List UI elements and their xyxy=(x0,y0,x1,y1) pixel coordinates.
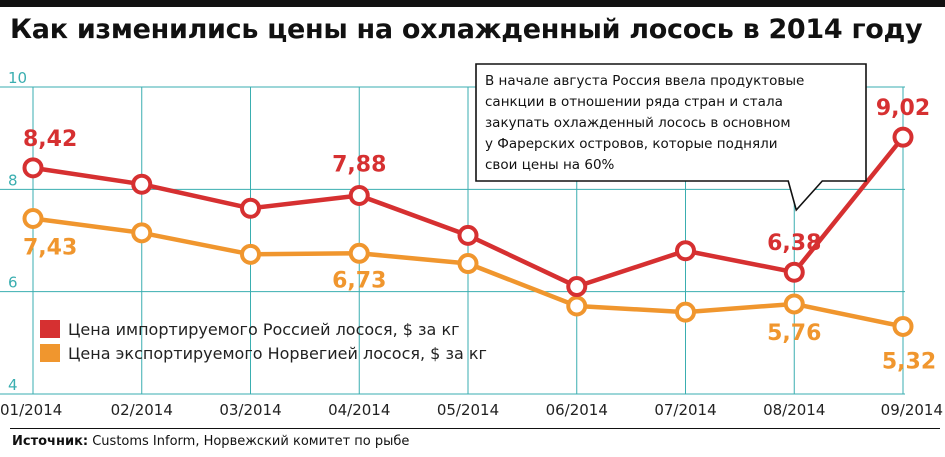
data-point xyxy=(348,184,370,206)
page-title: Как изменились цены на охлажденный лосос… xyxy=(10,14,923,45)
data-label: 7,43 xyxy=(23,235,77,260)
data-point xyxy=(675,240,696,262)
data-point xyxy=(22,157,44,179)
top-rule xyxy=(0,0,945,7)
data-point xyxy=(783,261,805,283)
data-point xyxy=(131,222,153,244)
x-tick-label: 02/2014 xyxy=(111,401,173,419)
data-label: 5,76 xyxy=(767,321,821,346)
data-point xyxy=(566,295,588,317)
data-point xyxy=(675,301,696,323)
legend: Цена импортируемого Россией лосося, $ за… xyxy=(40,320,487,363)
x-tick-label: 01/2014 xyxy=(0,401,62,419)
y-tick-label: 6 xyxy=(8,274,18,292)
data-point xyxy=(457,224,479,246)
x-tick-label: 09/2014 xyxy=(881,401,943,419)
data-labels: 8,42 7,88 6,38 9,02 7,43 6,73 5,76 5,32 xyxy=(23,96,936,374)
data-label: 5,32 xyxy=(882,349,936,374)
data-label: 6,73 xyxy=(332,268,386,293)
callout-line: у Фарерских островов, которые подняли xyxy=(485,136,778,152)
series-lines xyxy=(22,126,914,337)
x-tick-label: 03/2014 xyxy=(219,401,281,419)
source-note: Источник: Customs Inform, Норвежский ком… xyxy=(12,434,409,449)
y-tick-label: 4 xyxy=(8,376,18,394)
x-tick-label: 06/2014 xyxy=(546,401,608,419)
callout-line: свои цены на 60% xyxy=(485,157,615,173)
data-label: 9,02 xyxy=(876,96,930,121)
data-point xyxy=(240,197,261,219)
source-text: Customs Inform, Норвежский комитет по ры… xyxy=(88,434,410,449)
data-point xyxy=(131,173,153,195)
legend-label: Цена экспортируемого Норвегией лосося, $… xyxy=(68,344,487,363)
y-tick-label: 10 xyxy=(8,69,27,87)
x-tick-label: 04/2014 xyxy=(328,401,390,419)
data-point xyxy=(892,315,914,337)
callout: В начале августа Россия ввела продуктовы… xyxy=(475,63,867,212)
x-tick-label: 05/2014 xyxy=(437,401,499,419)
data-label: 8,42 xyxy=(23,127,77,152)
legend-label: Цена импортируемого Россией лосося, $ за… xyxy=(68,320,460,339)
line-chart: 4 6 8 10 01/2014 02/2014 03/2014 04/2014 05/2014… xyxy=(0,63,943,419)
callout-line: санкции в отношении ряда стран и стала xyxy=(485,94,783,110)
data-point xyxy=(348,242,370,264)
source-label: Источник: xyxy=(12,434,89,449)
x-tick-label: 08/2014 xyxy=(763,401,825,419)
x-tick-label: 07/2014 xyxy=(654,401,716,419)
legend-swatch xyxy=(40,320,60,338)
callout-line: закупать охлажденный лосось в основном xyxy=(485,115,791,131)
callout-box xyxy=(475,63,867,212)
y-tick-label: 8 xyxy=(8,171,18,189)
data-point xyxy=(892,126,914,148)
data-point xyxy=(566,276,588,298)
data-point xyxy=(457,253,479,275)
bottom-rule xyxy=(10,428,940,429)
callout-line: В начале августа Россия ввела продуктовы… xyxy=(485,73,804,89)
data-point xyxy=(240,243,261,265)
data-point xyxy=(22,207,44,229)
grid: 4 6 8 10 01/2014 02/2014 03/2014 04/2014 05/2014… xyxy=(0,69,943,419)
legend-swatch xyxy=(40,344,60,362)
data-label: 7,88 xyxy=(332,152,386,177)
data-label: 6,38 xyxy=(767,231,821,256)
data-point xyxy=(783,293,805,315)
